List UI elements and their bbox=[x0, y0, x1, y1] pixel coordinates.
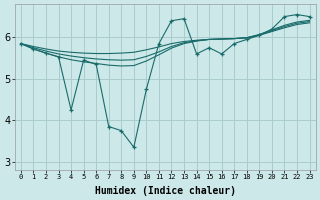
X-axis label: Humidex (Indice chaleur): Humidex (Indice chaleur) bbox=[95, 186, 236, 196]
